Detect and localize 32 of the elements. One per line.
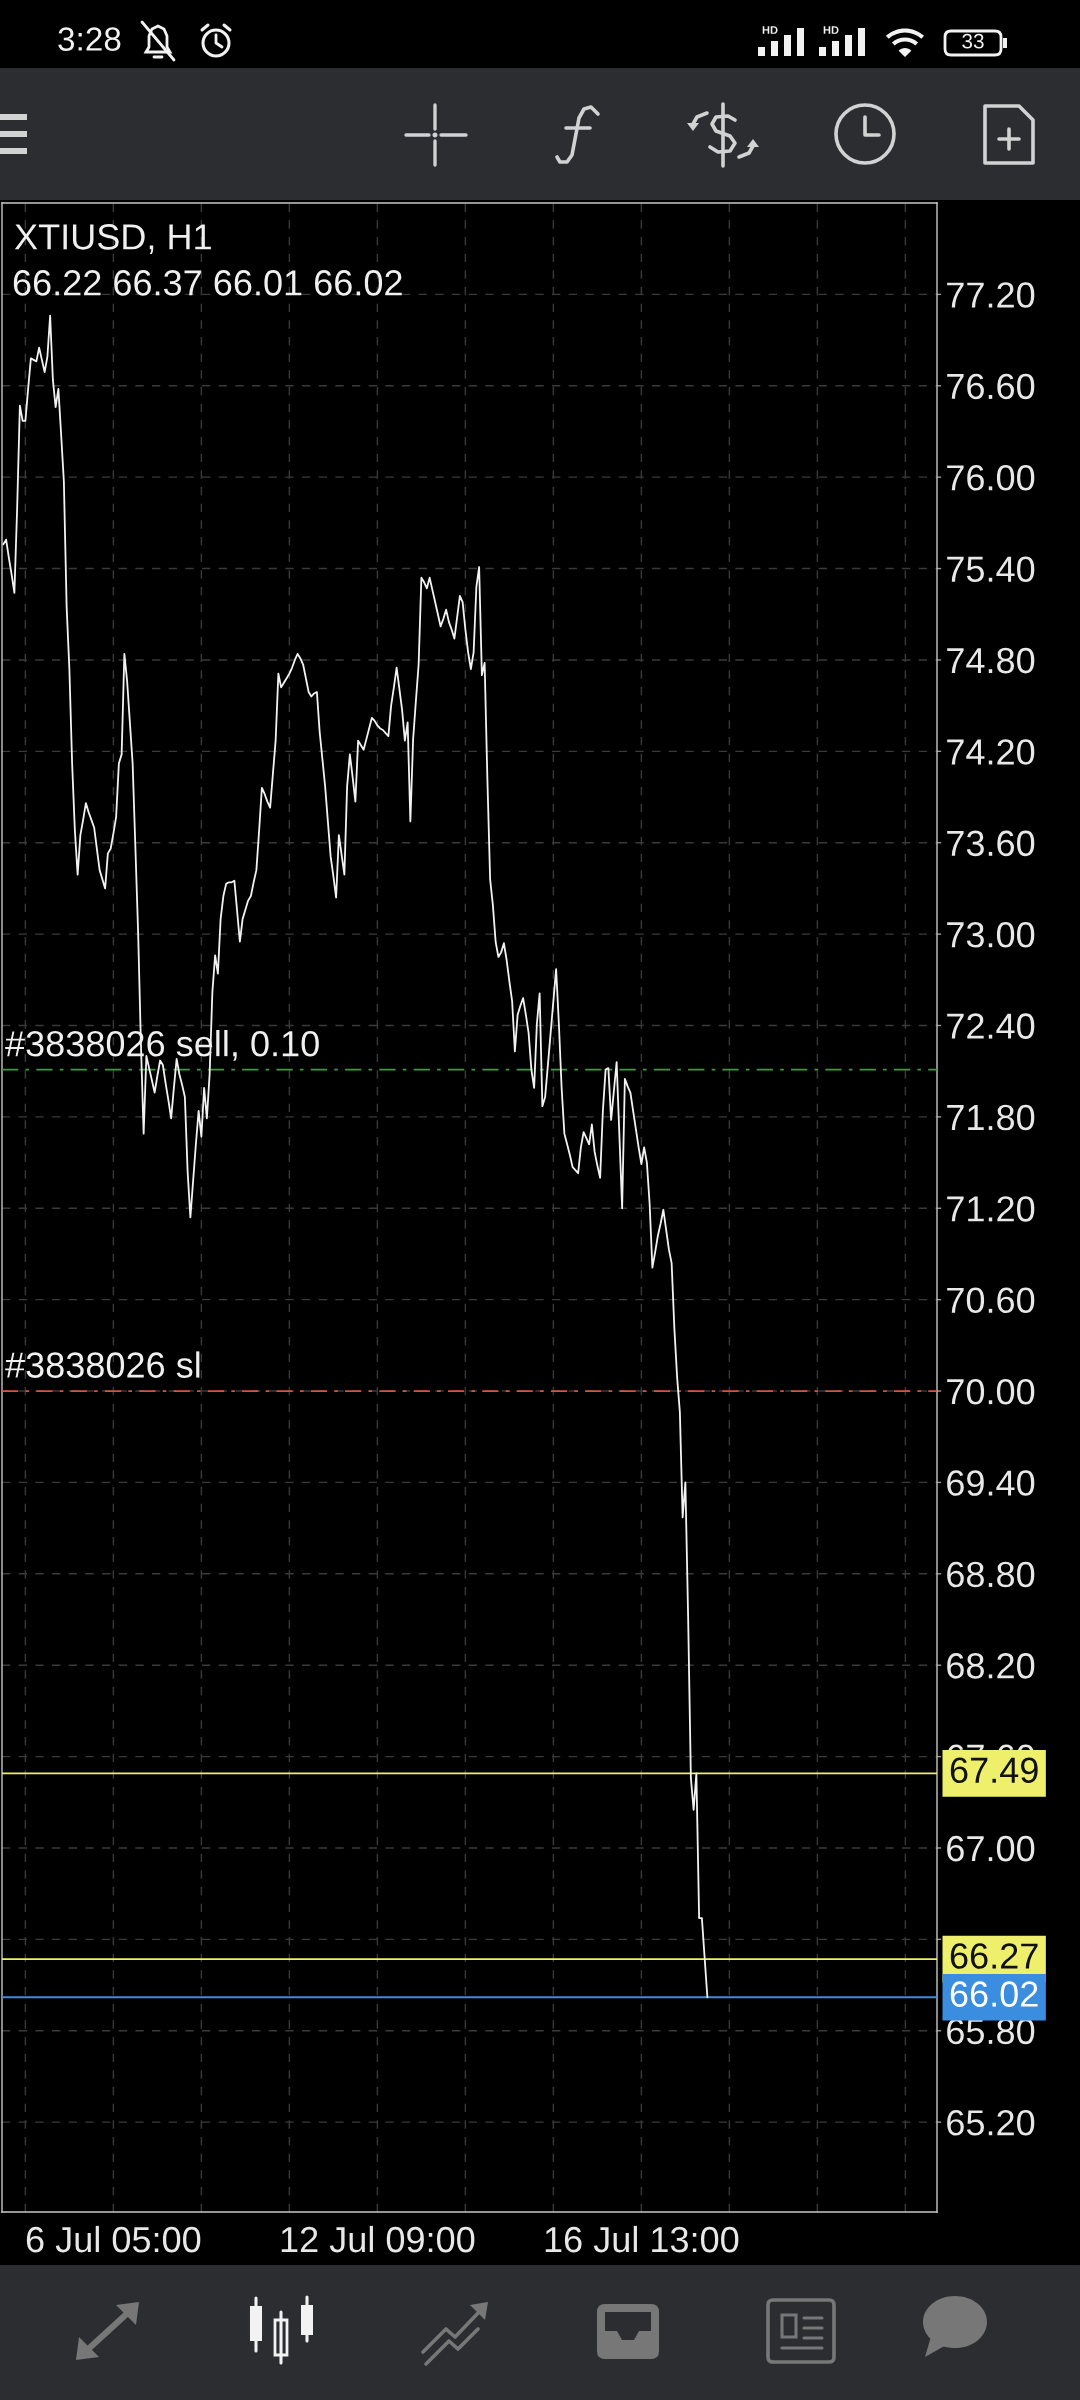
y-tick-label: 67.00: [947, 1835, 1035, 1862]
ref-line-label: 66.27: [950, 1943, 1038, 1969]
line-series: [2, 314, 709, 1999]
text: HD: [762, 26, 778, 34]
y-tick-label: 72.40: [947, 1013, 1035, 1039]
y-tick-label: 68.80: [947, 1561, 1035, 1588]
y-tick-label: 77.20: [947, 282, 1035, 308]
ref-line-label: #3838026 sl: [5, 1351, 200, 1378]
y-tick-label: 70.60: [947, 1287, 1035, 1314]
y-tick-label: 70.00: [947, 1378, 1035, 1405]
text: 3:28: [58, 27, 121, 51]
y-tick-label: 71.20: [947, 1196, 1035, 1222]
y-tick-label: 76.00: [947, 465, 1035, 491]
y-tick-label: 74.20: [947, 739, 1035, 765]
y-tick-label: 65.20: [947, 2110, 1035, 2136]
ref-line-label: 67.49: [950, 1757, 1038, 1784]
y-tick-label: 71.80: [947, 1104, 1035, 1131]
x-tick-label: 12 Jul 09:00: [281, 2225, 475, 2253]
y-tick-label: 73.60: [947, 830, 1035, 857]
y-tick-label: 74.80: [947, 647, 1035, 674]
text: 66.22 66.37 66.01 66.02: [13, 270, 402, 296]
y-tick-label: 68.20: [947, 1653, 1035, 1679]
y-tick-label: 76.60: [947, 373, 1035, 400]
y-tick-label: 73.00: [947, 921, 1035, 948]
chart-title: XTIUSD, H1: [14, 224, 211, 254]
x-tick-label: 6 Jul 05:00: [26, 2225, 201, 2253]
text: 33: [962, 33, 984, 49]
ref-line-label: 66.02: [950, 1981, 1038, 2007]
x-tick-label: 16 Jul 13:00: [545, 2225, 739, 2253]
y-tick-label: 69.40: [947, 1470, 1035, 1496]
y-tick-label: 75.40: [947, 556, 1035, 582]
text: HD: [823, 26, 839, 34]
